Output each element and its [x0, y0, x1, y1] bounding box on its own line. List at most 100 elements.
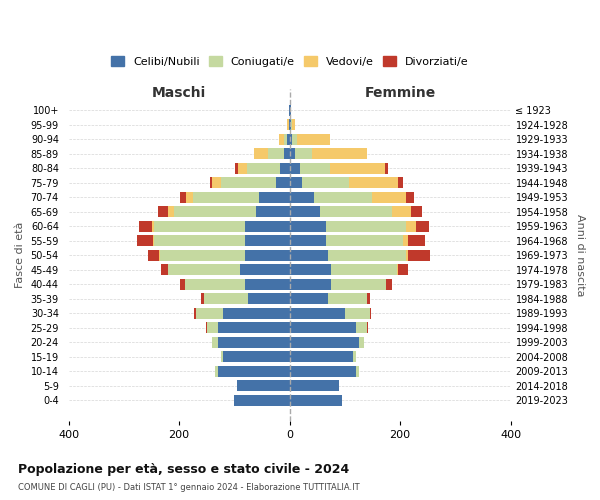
Bar: [406, 250, 409, 261]
Bar: [221, 177, 276, 188]
Bar: [235, 162, 238, 174]
Bar: [290, 192, 314, 203]
Bar: [290, 380, 340, 392]
Y-axis label: Anni di nascita: Anni di nascita: [575, 214, 585, 296]
Bar: [312, 148, 367, 160]
Bar: [416, 220, 430, 232]
Bar: [268, 148, 284, 160]
Bar: [247, 162, 280, 174]
Text: Femmine: Femmine: [364, 86, 436, 100]
Text: COMUNE DI CAGLI (PU) - Dati ISTAT 1° gennaio 2024 - Elaborazione TUTTITALIA.IT: COMUNE DI CAGLI (PU) - Dati ISTAT 1° gen…: [18, 482, 359, 492]
Bar: [280, 162, 290, 174]
Bar: [292, 134, 297, 145]
Bar: [290, 162, 299, 174]
Bar: [284, 134, 287, 145]
Bar: [356, 322, 367, 334]
Bar: [406, 192, 414, 203]
Bar: [330, 162, 385, 174]
Bar: [180, 278, 185, 290]
Bar: [179, 192, 187, 203]
Bar: [218, 366, 290, 377]
Bar: [248, 293, 290, 304]
Y-axis label: Fasce di età: Fasce di età: [15, 222, 25, 288]
Bar: [221, 351, 223, 362]
Bar: [290, 336, 359, 348]
Text: Popolazione per età, sesso e stato civile - 2024: Popolazione per età, sesso e stato civil…: [18, 462, 349, 475]
Bar: [370, 308, 371, 319]
Bar: [245, 235, 290, 246]
Bar: [212, 177, 221, 188]
Bar: [314, 192, 373, 203]
Bar: [290, 206, 320, 218]
Bar: [290, 366, 356, 377]
Bar: [237, 380, 290, 392]
Bar: [215, 366, 218, 377]
Bar: [193, 192, 259, 203]
Bar: [289, 104, 290, 116]
Bar: [223, 308, 290, 319]
Bar: [406, 220, 416, 232]
Bar: [187, 192, 193, 203]
Bar: [353, 351, 356, 362]
Bar: [290, 322, 356, 334]
Bar: [290, 278, 331, 290]
Bar: [278, 134, 284, 145]
Bar: [290, 293, 328, 304]
Bar: [160, 250, 245, 261]
Bar: [409, 235, 425, 246]
Bar: [331, 264, 397, 276]
Bar: [218, 322, 290, 334]
Bar: [287, 119, 289, 130]
Bar: [326, 235, 403, 246]
Bar: [245, 220, 290, 232]
Bar: [185, 278, 245, 290]
Bar: [320, 206, 392, 218]
Bar: [240, 264, 290, 276]
Bar: [245, 250, 290, 261]
Bar: [235, 394, 290, 406]
Bar: [137, 235, 152, 246]
Bar: [326, 220, 406, 232]
Bar: [367, 322, 368, 334]
Bar: [392, 206, 411, 218]
Bar: [158, 206, 168, 218]
Bar: [345, 308, 370, 319]
Bar: [259, 192, 290, 203]
Bar: [349, 177, 398, 188]
Bar: [356, 366, 359, 377]
Bar: [148, 250, 158, 261]
Bar: [291, 119, 292, 130]
Bar: [295, 148, 312, 160]
Bar: [212, 336, 218, 348]
Bar: [398, 264, 409, 276]
Bar: [256, 206, 290, 218]
Bar: [287, 134, 290, 145]
Bar: [223, 351, 290, 362]
Bar: [152, 220, 154, 232]
Bar: [290, 119, 291, 130]
Bar: [245, 278, 290, 290]
Bar: [328, 250, 406, 261]
Bar: [290, 177, 302, 188]
Bar: [290, 220, 326, 232]
Bar: [201, 293, 204, 304]
Bar: [397, 264, 398, 276]
Bar: [290, 308, 345, 319]
Bar: [292, 119, 295, 130]
Bar: [152, 235, 154, 246]
Bar: [209, 177, 212, 188]
Bar: [168, 206, 173, 218]
Bar: [409, 250, 430, 261]
Bar: [238, 162, 247, 174]
Bar: [290, 264, 331, 276]
Bar: [290, 351, 353, 362]
Bar: [290, 148, 295, 160]
Bar: [168, 264, 240, 276]
Bar: [289, 119, 290, 130]
Bar: [154, 235, 245, 246]
Bar: [411, 206, 422, 218]
Bar: [290, 104, 291, 116]
Bar: [139, 220, 152, 232]
Bar: [299, 162, 330, 174]
Bar: [386, 278, 392, 290]
